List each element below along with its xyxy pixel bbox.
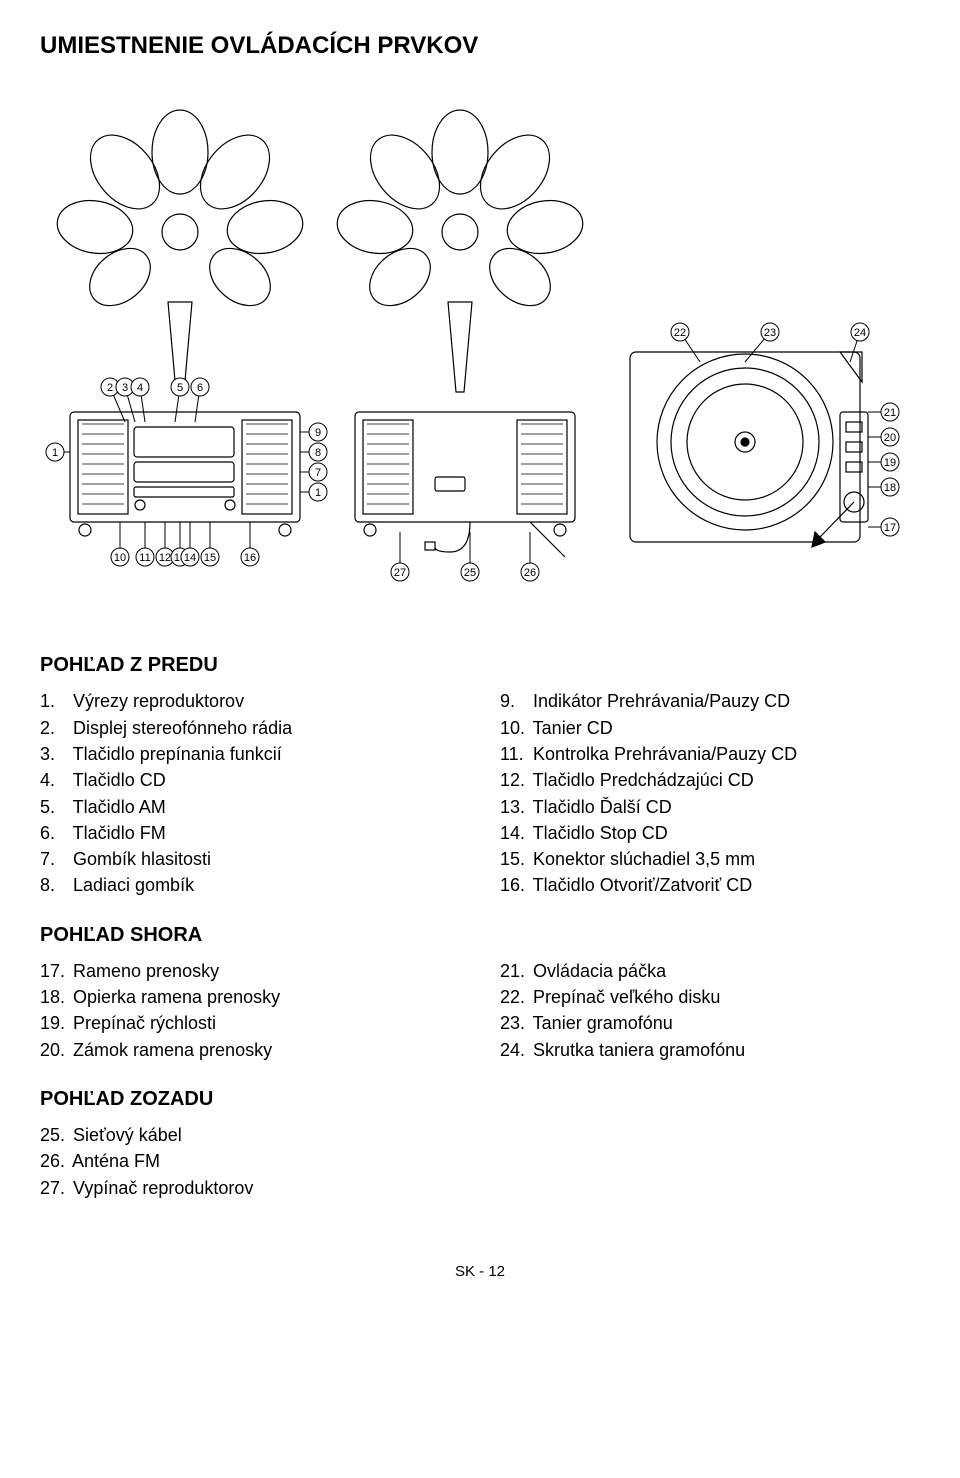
rear-list-left: 25. Sieťový kábel26. Anténa FM 27. Vypína… [40, 1123, 460, 1202]
svg-text:19: 19 [884, 457, 896, 469]
svg-text:16: 16 [244, 552, 256, 564]
rear-heading: POHĽAD ZOZADU [40, 1086, 920, 1113]
svg-text:22: 22 [674, 327, 686, 339]
svg-text:9: 9 [315, 427, 321, 439]
svg-text:11: 11 [139, 552, 150, 564]
svg-text:15: 15 [204, 552, 216, 564]
list-item: 12. Tlačidlo Predchádzajúci CD [500, 768, 920, 792]
list-item: 15. Konektor slúchadiel 3,5 mm [500, 847, 920, 871]
list-item: 7. Gombík hlasitosti [40, 847, 460, 871]
svg-text:1: 1 [52, 447, 58, 459]
page-title: UMIESTNENIE OVLÁDACÍCH PRVKOV [40, 30, 920, 62]
svg-text:18: 18 [884, 482, 896, 494]
top-heading: POHĽAD SHORA [40, 922, 920, 949]
list-item: 8. Ladiaci gombík [40, 873, 460, 897]
front-list-left: 1. Výrezy reproduktorov 2. Displej stereo… [40, 689, 460, 899]
section-front: POHĽAD Z PREDU 1. Výrezy reproduktorov 2.… [40, 652, 920, 899]
list-item: 23. Tanier gramofónu [500, 1011, 920, 1035]
svg-text:26: 26 [524, 567, 536, 579]
diagram: 234561987110111213141516 [40, 82, 920, 622]
svg-text:12: 12 [159, 552, 171, 564]
section-top: POHĽAD SHORA 17. Rameno prenosky18. Opie… [40, 922, 920, 1064]
svg-text:4: 4 [137, 382, 143, 394]
svg-text:3: 3 [122, 382, 128, 394]
list-item: 20. Zámok ramena prenosky [40, 1038, 460, 1062]
list-item: 19. Prepínač rýchlosti [40, 1011, 460, 1035]
list-item: 2. Displej stereofónneho rádia [40, 716, 460, 740]
svg-text:7: 7 [315, 467, 321, 479]
svg-text:21: 21 [884, 407, 896, 419]
svg-text:2: 2 [107, 382, 113, 394]
list-item: 14. Tlačidlo Stop CD [500, 821, 920, 845]
page-footer: SK - 12 [40, 1262, 920, 1282]
list-item: 5. Tlačidlo AM [40, 795, 460, 819]
list-item: 25. Sieťový kábel [40, 1123, 460, 1147]
top-list-left: 17. Rameno prenosky18. Opierka ramena pr… [40, 959, 460, 1064]
svg-text:23: 23 [764, 327, 776, 339]
front-list-right: 9. Indikátor Prehrávania/Pauzy CD 10. Tan… [500, 689, 920, 899]
list-item: 22. Prepínač veľkého disku [500, 985, 920, 1009]
svg-text:25: 25 [464, 567, 476, 579]
section-rear: POHĽAD ZOZADU 25. Sieťový kábel26. Antén… [40, 1086, 920, 1202]
list-item: 17. Rameno prenosky [40, 959, 460, 983]
list-item: 26. Anténa FM [40, 1149, 460, 1173]
svg-text:27: 27 [394, 567, 406, 579]
list-item: 24. Skrutka taniera gramofónu [500, 1038, 920, 1062]
svg-text:20: 20 [884, 432, 896, 444]
list-item: 11. Kontrolka Prehrávania/Pauzy CD [500, 742, 920, 766]
list-item: 1. Výrezy reproduktorov [40, 689, 460, 713]
front-heading: POHĽAD Z PREDU [40, 652, 920, 679]
svg-text:17: 17 [884, 522, 896, 534]
svg-text:5: 5 [177, 382, 183, 394]
list-item: 4. Tlačidlo CD [40, 768, 460, 792]
list-item: 3. Tlačidlo prepínania funkcií [40, 742, 460, 766]
list-item: 9. Indikátor Prehrávania/Pauzy CD [500, 689, 920, 713]
list-item: 16. Tlačidlo Otvoriť/Zatvoriť CD [500, 873, 920, 897]
list-item: 27. Vypínač reproduktorov [40, 1176, 460, 1200]
svg-text:6: 6 [197, 382, 203, 394]
svg-text:24: 24 [854, 327, 866, 339]
list-item: 10. Tanier CD [500, 716, 920, 740]
top-list-right: 21. Ovládacia páčka22. Prepínač veľkého … [500, 959, 920, 1064]
list-item: 13. Tlačidlo Ďalší CD [500, 795, 920, 819]
list-item: 18. Opierka ramena prenosky [40, 985, 460, 1009]
svg-text:1: 1 [315, 487, 321, 499]
svg-text:8: 8 [315, 447, 321, 459]
list-item: 6. Tlačidlo FM [40, 821, 460, 845]
list-item: 21. Ovládacia páčka [500, 959, 920, 983]
svg-text:14: 14 [184, 552, 196, 564]
svg-text:10: 10 [114, 552, 126, 564]
